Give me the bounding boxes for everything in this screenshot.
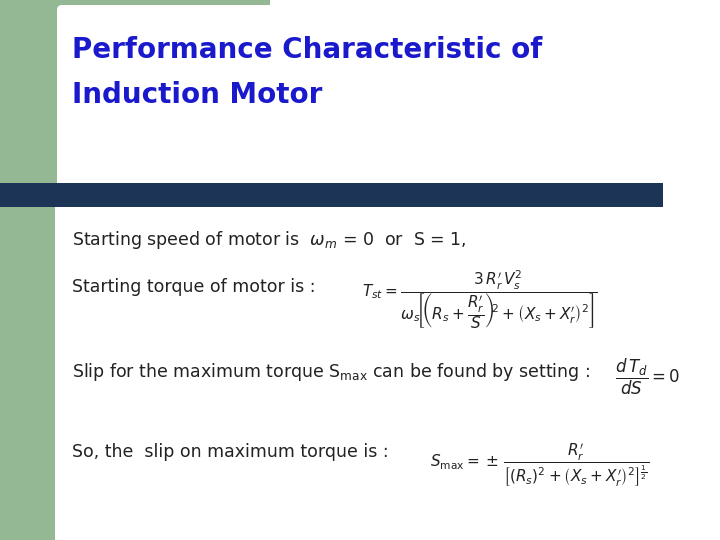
Text: Performance Characteristic of: Performance Characteristic of (72, 36, 542, 64)
Bar (0, 183, 663, 207)
Text: $T_{st} = \dfrac{3\,R_r^{\prime}\,V_s^2}{\omega_s\!\left[\!\left(R_s + \dfrac{R_: $T_{st} = \dfrac{3\,R_r^{\prime}\,V_s^2}… (362, 268, 598, 332)
Text: $S_{\rm max} = \pm\,\dfrac{R_r^{\prime}}{\left[\left(R_s\right)^2 + \left(X_s + : $S_{\rm max} = \pm\,\dfrac{R_r^{\prime}}… (431, 441, 649, 489)
Text: Starting speed of motor is  $\omega_m$ = 0  or  S = 1,: Starting speed of motor is $\omega_m$ = … (72, 229, 467, 251)
Text: So, the  slip on maximum torque is :: So, the slip on maximum torque is : (72, 443, 394, 461)
Text: Induction Motor: Induction Motor (72, 81, 323, 109)
Text: Starting torque of motor is :: Starting torque of motor is : (72, 278, 321, 296)
Bar (55, 0, 270, 185)
Text: Slip for the maximum torque S$_{\rm max}$ can be found by setting :: Slip for the maximum torque S$_{\rm max}… (72, 361, 592, 383)
FancyBboxPatch shape (57, 5, 715, 190)
Bar (0, 0, 55, 540)
Text: $\dfrac{d\,T_d}{d S} = 0$: $\dfrac{d\,T_d}{d S} = 0$ (616, 357, 680, 397)
